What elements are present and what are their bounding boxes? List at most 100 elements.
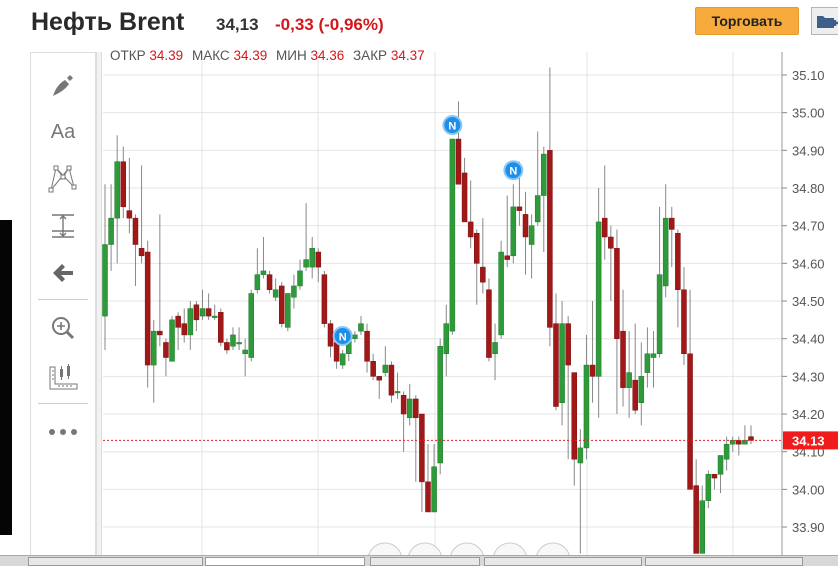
candle-up [656,274,663,355]
brush-tool[interactable] [31,65,95,105]
instrument-title: Нефть Brent [31,8,185,36]
candle-down [693,485,699,554]
y-axis-tick-label: 35.10 [792,68,825,83]
toolbar-collapse-handle[interactable] [96,52,102,565]
chart-settings-tool[interactable] [31,357,95,397]
candle-down [425,481,431,513]
candle-down [364,330,370,362]
candle-down [205,308,212,317]
candle-down [632,379,638,411]
candle-down [547,150,553,328]
y-axis-tick-label: 34.70 [792,219,825,234]
candle-up [717,455,724,475]
candle-down [120,161,127,208]
candle-up [260,270,267,275]
candle-up [644,353,651,373]
y-axis-tick-label: 34.30 [792,369,825,384]
trade-button[interactable]: Торговать [695,7,799,35]
candle-up [291,285,297,298]
candle-down [132,217,139,245]
candle-down [522,214,529,238]
candle-down [589,364,596,377]
candle-down [467,221,474,238]
folder-plus-icon [817,16,838,28]
candle-down [388,364,395,396]
candle-down [333,342,340,362]
candle-down [413,398,419,419]
candle-up [199,308,206,317]
more-tools-button[interactable] [31,412,95,452]
candle-down [224,342,230,351]
candle-down [321,274,328,324]
candle-up [187,308,194,336]
candle-down [157,330,163,336]
candle-up [297,270,303,287]
more-icon [49,429,77,435]
candle-down [218,312,224,343]
candle-down [608,236,614,249]
measure-tool[interactable] [31,206,95,246]
candle-up [230,334,236,347]
candle-up [285,293,291,328]
back-tool[interactable] [31,253,95,293]
candle-down [601,217,608,238]
candle-down [748,436,754,441]
pattern-tool[interactable] [31,159,95,199]
candle-down [504,255,510,260]
candle-down [163,342,169,358]
candle-down [315,251,322,268]
candle-down [181,323,187,336]
candle-up [272,289,279,298]
candle-up [699,500,705,554]
candle-up [102,244,108,317]
news-marker[interactable] [332,325,353,346]
candle-up [303,259,309,268]
candle-down [675,232,681,290]
low-label: МИН [276,48,307,63]
candle-down [455,138,462,185]
news-marker[interactable] [503,160,524,181]
add-to-portfolio-button[interactable] [811,7,838,35]
y-axis-tick-label: 34.90 [792,143,825,158]
candle-down [376,376,382,381]
high-value: 34.39 [233,48,268,63]
candle-down [736,440,742,445]
candle-down [193,304,200,321]
candle-up [534,195,541,223]
candle-up [169,319,175,362]
candle-up [662,217,669,287]
candle-down [681,289,687,355]
candle-up [358,323,364,332]
open-value: 34.39 [149,48,184,63]
candle-up [382,364,389,373]
candle-up [394,391,401,394]
zoom-in-tool[interactable] [31,308,95,348]
chart-settings-icon [49,364,78,390]
candle-down [266,274,273,290]
candle-down [614,248,620,339]
news-marker[interactable] [442,115,463,136]
candle-up [626,372,632,388]
text-tool[interactable]: Aa [31,112,95,152]
drawing-toolbar: Aa [30,52,96,565]
y-axis-tick-label: 34.00 [792,482,825,497]
candle-down [144,251,151,366]
y-axis-tick-label: 33.90 [792,520,825,535]
open-label: ОТКР [110,48,146,63]
candle-up [236,342,242,345]
candle-up [242,349,248,355]
candle-up [705,474,712,501]
candle-up [723,443,730,460]
y-axis-tick-label: 34.60 [792,256,825,271]
candle-up [742,440,748,445]
news-marker-label: N [339,331,347,343]
current-price-label: 34.13 [792,433,825,448]
candle-up [108,217,114,245]
toolbar-separator [38,299,88,300]
candle-down [400,394,407,415]
candle-up [151,330,157,366]
candle-down [516,206,523,211]
candle-up [309,248,315,268]
y-axis-tick-label: 34.50 [792,294,825,309]
